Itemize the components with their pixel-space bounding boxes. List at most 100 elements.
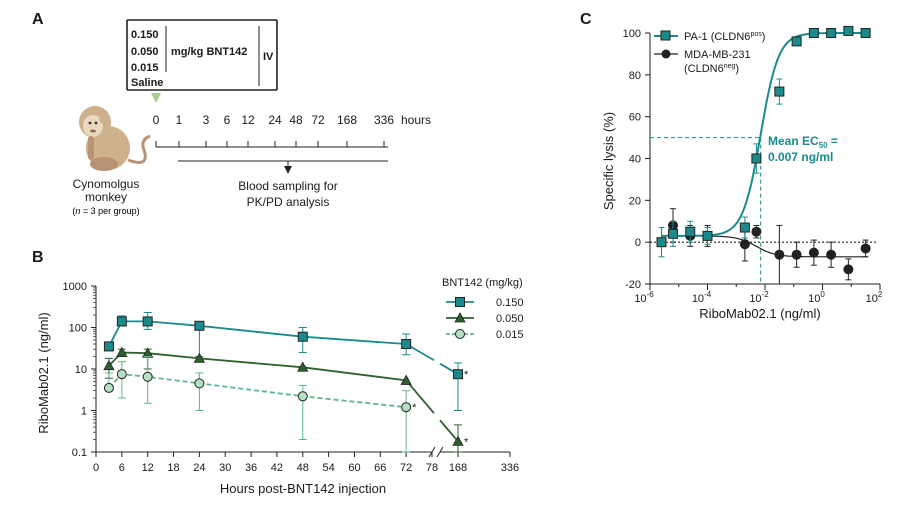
data-point [826, 28, 837, 38]
timeline-tick-label: 0 [153, 113, 160, 127]
data-point [791, 249, 802, 260]
chart-c-x-tick-label: 102 [866, 290, 883, 305]
data-point [401, 339, 412, 350]
data-point [103, 341, 114, 352]
data-point [668, 228, 678, 239]
legend-marker-mda [661, 49, 671, 59]
series-line [108, 320, 407, 347]
data-point [860, 243, 871, 254]
dose-unit: mg/kg BNT142 [171, 46, 247, 58]
data-point [751, 153, 762, 164]
chart-c-y-tick-label: 80 [629, 70, 641, 82]
significance-asterisk: * [464, 436, 469, 448]
data-point [297, 361, 309, 372]
data-point [685, 226, 696, 237]
chart-b-x-tick-label: 66 [374, 462, 386, 474]
chart-c-legend: PA-1 (CLDN6pos) MDA-MB-231 (CLDN6neg) [654, 30, 765, 75]
timeline-tick-label: 6 [224, 113, 231, 127]
data-point [808, 247, 819, 258]
chart-c-series-pa-1 [656, 25, 871, 258]
timeline-tick-label: 24 [268, 113, 282, 127]
legend-label: 0.015 [496, 329, 524, 341]
data-point [843, 25, 854, 36]
timeline-tick-label: 72 [311, 113, 325, 127]
sampling-line-1: Blood sampling for [238, 179, 337, 193]
route-label: IV [263, 51, 274, 63]
legend-label-pa1: PA-1 (CLDN6pos) [684, 31, 765, 43]
chart-b-y-tick-label: 100 [69, 323, 87, 335]
data-point [808, 28, 819, 38]
chart-b-x-tick-label: 42 [271, 462, 283, 474]
data-point [702, 230, 713, 241]
dose-saline: Saline [131, 77, 163, 89]
data-point [400, 374, 412, 385]
chart-b-x-tick-label: 60 [348, 462, 360, 474]
data-point [774, 86, 785, 97]
legend-label-mda: MDA-MB-231 [684, 49, 751, 61]
chart-c-y-tick-label: -20 [625, 279, 641, 291]
data-point [297, 391, 308, 402]
data-point [453, 369, 463, 380]
chart-b-x-tick-label: 48 [297, 462, 309, 474]
legend-marker [455, 329, 465, 339]
data-point [142, 371, 153, 382]
legend-marker [454, 312, 466, 323]
chart-b-series-0050: * [103, 346, 469, 453]
chart-c-ylabel: Specific lysis (%) [601, 112, 616, 210]
ec50-label: Mean EC50 = [768, 134, 838, 150]
chart-c-x-tick-label: 100 [808, 290, 825, 305]
monkey-illustration [79, 106, 151, 171]
chart-b-legend-title: BNT142 (mg/kg) [442, 277, 523, 289]
panel-c-label: C [580, 11, 592, 28]
chart-b-series-0150: * [103, 311, 469, 411]
chart-b-xlabel: Hours post-BNT142 injection [220, 481, 386, 496]
data-point [739, 239, 750, 250]
legend-marker [455, 297, 465, 307]
chart-c-y-tick-label: 60 [629, 112, 641, 124]
legend-label-mda-sub: (CLDN6neg) [684, 63, 739, 75]
data-point [739, 222, 750, 233]
chart-b-x-tick-label: 72 [400, 462, 412, 474]
chart-c-y-tick-label: 0 [635, 237, 641, 249]
chart-b-x-tick-label: 36 [245, 462, 257, 474]
chart-b-x-tick-label: 336 [501, 462, 519, 474]
chart-b-series-0015: * [103, 356, 417, 453]
data-point [142, 316, 153, 327]
ec50-value: 0.007 ng/ml [768, 150, 833, 164]
data-point [116, 316, 127, 327]
data-point [103, 382, 114, 393]
data-point [791, 36, 802, 47]
chart-c-x-tick-label: 10-4 [692, 290, 712, 305]
data-point [116, 346, 128, 357]
chart-b-y-tick-label: 1 [81, 406, 87, 418]
chart-b-x-tick-label: 24 [193, 462, 205, 474]
dose-0150: 0.150 [131, 29, 159, 41]
chart-b-x-tick-label: 12 [142, 462, 154, 474]
data-point [297, 331, 308, 342]
chart-c-x-tick-label: 10-6 [634, 290, 654, 305]
data-point [826, 249, 837, 260]
data-point [751, 226, 762, 237]
data-point [194, 320, 205, 331]
dose-box: 0.150 0.050 0.015 Saline mg/kg BNT142 IV [126, 19, 278, 91]
chart-b-x-tick-label: 54 [322, 462, 334, 474]
data-point [103, 359, 115, 371]
timeline-unit: hours [401, 113, 431, 127]
legend-label: 0.050 [496, 313, 524, 325]
chart-b-x-tick-label: 78 [426, 462, 438, 474]
chart-b-y-tick-label: 10 [75, 364, 87, 376]
panel-a-label: A [32, 11, 44, 28]
animal-label-1: Cynomolgus [73, 177, 140, 191]
chart-b-legend: 0.150 0.050 0.015 [446, 297, 524, 341]
sampling-line-2: PK/PD analysis [247, 195, 330, 209]
chart-c-y-tick-label: 40 [629, 154, 641, 166]
data-point [401, 402, 412, 413]
timeline-tick-label: 1 [176, 113, 183, 127]
dosing-timeline: 0 1 3 6 12 24 48 72 168 336 hours Blood sampling … [153, 113, 431, 209]
timeline-tick-label: 336 [374, 113, 394, 127]
legend-marker-pa1 [660, 30, 671, 41]
chart-b-x-tick-label: 6 [119, 462, 125, 474]
data-point [116, 369, 127, 380]
timeline-tick-label: 168 [337, 113, 357, 127]
chart-b-y-tick-label: 1000 [63, 281, 87, 293]
